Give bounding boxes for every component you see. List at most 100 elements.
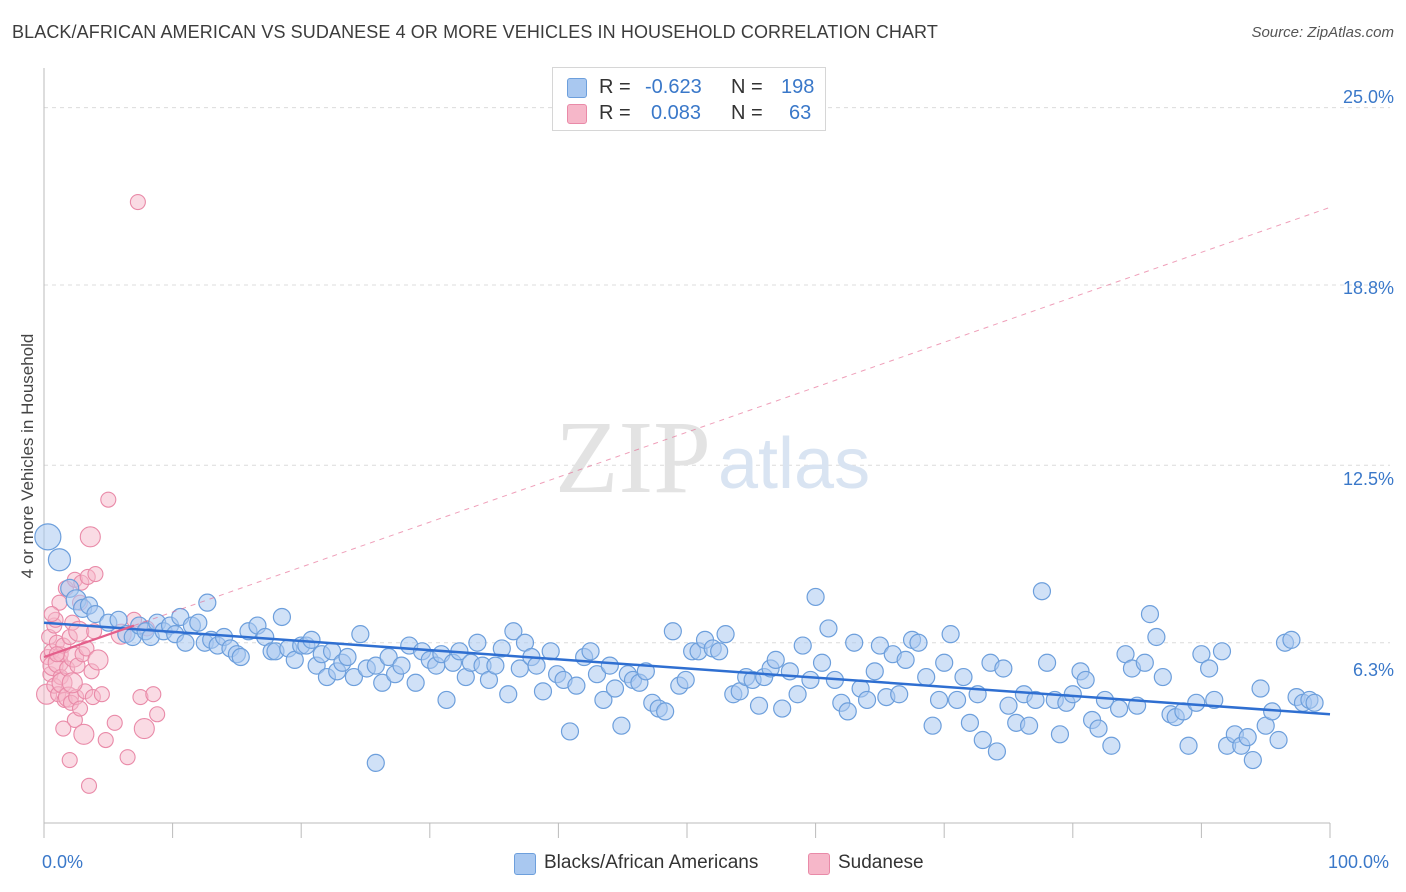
- sudanese-point: [133, 718, 155, 740]
- r-value: -0.623: [645, 76, 702, 98]
- sudanese-point: [149, 706, 166, 723]
- sudanese-point: [100, 491, 117, 508]
- chart-title: BLACK/AFRICAN AMERICAN VS SUDANESE 4 OR …: [12, 22, 938, 42]
- sudanese-point: [93, 686, 110, 703]
- blacks-point: [870, 636, 890, 655]
- blacks-point: [1063, 685, 1082, 704]
- blacks-point: [788, 685, 807, 704]
- legend-label-sudanese: Sudanese: [838, 852, 924, 873]
- blacks-point: [1251, 679, 1270, 698]
- blacks-point: [1243, 750, 1262, 770]
- source-label: Source: ZipAtlas.com: [1251, 24, 1394, 41]
- blacks-point: [1037, 653, 1057, 672]
- blacks-point: [527, 656, 546, 675]
- blacks-point: [773, 699, 792, 718]
- blacks-point: [941, 625, 960, 644]
- blacks-point: [676, 670, 695, 690]
- blacks-point: [1179, 736, 1198, 755]
- blacks-point: [1050, 725, 1070, 744]
- blacks-point: [1140, 605, 1160, 624]
- y-tick-label-6-3: 6.3%: [1352, 660, 1394, 680]
- blacks-point: [486, 656, 505, 675]
- blacks-point: [710, 642, 729, 661]
- blacks-point: [954, 667, 973, 687]
- sudanese-point: [43, 606, 60, 623]
- blacks-point: [176, 633, 195, 652]
- pink-swatch-icon: [567, 104, 587, 124]
- watermark-zip: ZIP: [555, 400, 711, 515]
- blacks-point: [600, 656, 619, 675]
- blacks-point: [1102, 736, 1121, 755]
- blacks-point: [1187, 693, 1206, 712]
- sudanese-point: [55, 720, 72, 737]
- blacks-point: [612, 716, 631, 735]
- blacks-point: [1026, 690, 1045, 710]
- blacks-point: [929, 690, 949, 710]
- watermark-atlas: atlas: [718, 424, 870, 504]
- sudanese-trend-line: [43, 624, 135, 659]
- n-value: 198: [781, 76, 815, 98]
- grid-lines: [44, 107, 1390, 644]
- sudanese-point: [79, 526, 101, 548]
- sudanese-point: [71, 700, 89, 717]
- blacks-point: [909, 633, 928, 652]
- blacks-point: [1269, 730, 1288, 750]
- blacks-point: [344, 667, 364, 687]
- blacks-point: [605, 679, 625, 698]
- blacks-point: [973, 730, 992, 750]
- blacks-point: [923, 716, 942, 735]
- n-label: N =: [731, 76, 763, 98]
- blacks-point: [567, 676, 586, 695]
- y-axis-label: 4 or more Vehicles in Household: [18, 333, 37, 579]
- sudanese-point: [87, 649, 109, 671]
- blacks-point: [366, 656, 385, 675]
- blacks-point: [1192, 645, 1211, 664]
- sudanese-point: [145, 686, 162, 703]
- blacks-point: [231, 647, 250, 667]
- legend-label-blacks: Blacks/African Americans: [544, 852, 759, 873]
- sudanese-point: [119, 749, 136, 766]
- blacks-point: [406, 673, 425, 692]
- blacks-point: [994, 659, 1013, 678]
- blacks-point: [499, 685, 518, 704]
- blue-square-icon: [514, 853, 536, 875]
- blacks-point: [379, 647, 398, 667]
- blacks-point: [492, 639, 511, 658]
- blacks-point: [504, 622, 523, 641]
- trend-lines: [43, 206, 1331, 716]
- blacks-point: [806, 587, 825, 607]
- blacks-point: [34, 523, 62, 551]
- blacks-point: [366, 753, 385, 773]
- blacks-point: [656, 702, 675, 721]
- blacks-point: [47, 548, 72, 572]
- sudanese-point: [78, 640, 95, 657]
- blacks-point: [749, 696, 769, 715]
- blacks-point: [793, 636, 812, 655]
- blacks-point: [935, 653, 954, 672]
- sudanese-point: [80, 777, 98, 794]
- sudanese-point: [61, 672, 83, 694]
- blacks-point: [373, 673, 392, 692]
- blacks-point: [1153, 667, 1172, 687]
- blacks-point: [801, 670, 820, 690]
- blacks-point: [1147, 627, 1166, 647]
- blacks-point: [857, 690, 877, 710]
- blacks-point: [587, 665, 607, 684]
- legend: Blacks/African Americans Sudanese: [0, 852, 1406, 880]
- blacks-point: [351, 625, 370, 644]
- blacks-point: [1200, 659, 1219, 678]
- sudanese-series: [36, 193, 166, 794]
- blacks-point: [890, 685, 909, 704]
- sudanese-point: [97, 731, 114, 749]
- blacks-point: [838, 702, 857, 721]
- blacks-point: [663, 622, 682, 641]
- blacks-point: [812, 653, 832, 672]
- correlation-stats-box: R = -0.623 N = 198 R = 0.083 N = 63: [552, 67, 826, 131]
- blacks-point: [716, 625, 735, 644]
- blacks-point: [845, 633, 864, 652]
- sudanese-point: [106, 714, 123, 731]
- watermark: ZIP atlas: [555, 400, 870, 515]
- sudanese-point: [129, 193, 146, 211]
- n-label: N =: [731, 102, 763, 124]
